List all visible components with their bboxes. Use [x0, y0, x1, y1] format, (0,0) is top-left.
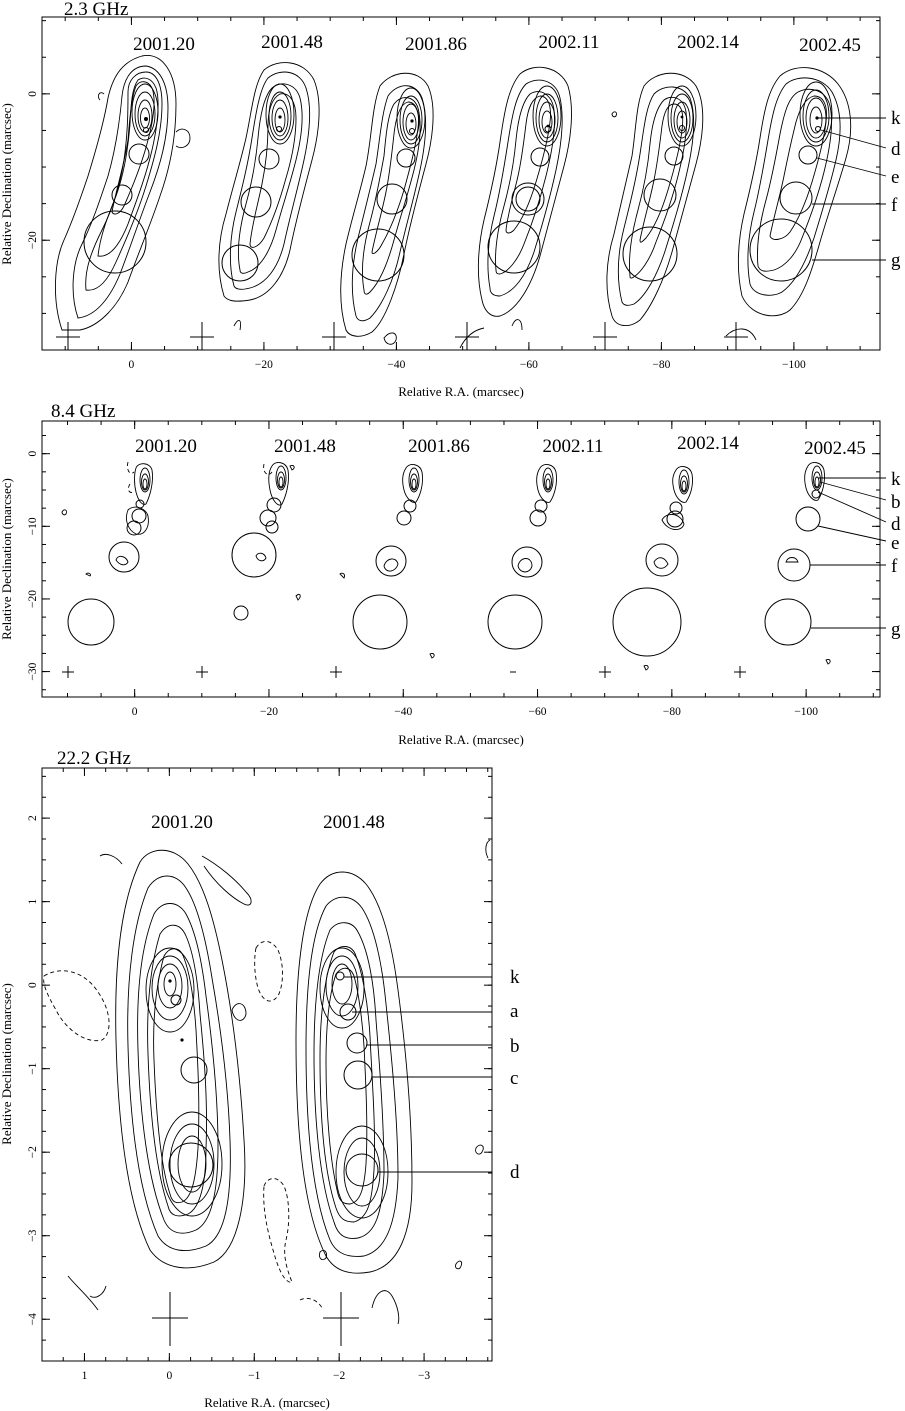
epoch-labels: 2001.20 2001.48 2001.86 2002.11 2002.14 …: [135, 433, 866, 459]
contour-map-epoch-2002-14: [593, 72, 704, 350]
contour-map-epoch-2002-45: [734, 462, 831, 678]
epoch-label: 2001.48: [323, 812, 385, 833]
contour-map-epoch-2002-11: [455, 66, 572, 350]
x-axis-label: Relative R.A. (marcsec): [398, 732, 524, 747]
x-tick-label: −20: [260, 706, 278, 718]
x-tick-label: −40: [387, 359, 405, 371]
y-tick-label: −3: [27, 1229, 39, 1241]
contour-map-epoch-2001-48: [254, 839, 491, 1346]
axis-ticks: 1 0 −1 −2 −3 2 1 0 −1 −2 −3 −4: [27, 768, 492, 1382]
x-tick-label: −1: [248, 1370, 260, 1382]
epoch-label: 2001.20: [135, 436, 197, 457]
y-tick-label: 2: [27, 815, 39, 821]
panel-frequency-label: 22.2 GHz: [57, 748, 131, 769]
epoch-label: 2002.11: [538, 32, 599, 53]
component-label-k: k: [891, 108, 901, 129]
epoch-label: 2001.86: [405, 34, 467, 55]
panel-22-2ghz: 22.2 GHz 1 0 −1 −2 −3 2 1 0 −1 −2 −3 −4 Relative R.…: [0, 748, 520, 1410]
contour-map-epoch-2001-48: [190, 62, 320, 350]
epoch-label: 2002.45: [799, 35, 861, 56]
x-tick-label: 0: [132, 706, 138, 718]
component-label-e: e: [891, 533, 899, 554]
x-tick-label: −3: [418, 1370, 430, 1382]
y-tick-label: −1: [27, 1062, 39, 1074]
y-tick-label: −2: [27, 1146, 39, 1158]
epoch-label: 2001.86: [408, 436, 470, 457]
x-tick-label: −60: [529, 706, 547, 718]
y-tick-label: −4: [27, 1313, 39, 1325]
contour-map-epoch-2001-86: [330, 464, 423, 678]
epoch-label: 2001.48: [261, 32, 323, 53]
x-tick-label: −40: [394, 706, 412, 718]
x-tick-label: 0: [166, 1370, 172, 1382]
contour-map-epoch-2001-20: [61, 461, 153, 678]
panel-frequency-label: 2.3 GHz: [64, 0, 128, 20]
x-tick-label: −60: [520, 359, 538, 371]
component-label-f: f: [891, 195, 898, 216]
epoch-labels: 2001.20 2001.48 2001.86 2002.11 2002.14 …: [133, 32, 861, 56]
component-label-c: c: [510, 1068, 518, 1089]
panel-frame: [41, 420, 881, 698]
y-tick-label: 0: [27, 91, 39, 97]
component-labels: k a b c d: [344, 967, 520, 1183]
x-axis-label: Relative R.A. (marcsec): [204, 1395, 330, 1410]
contour-map-epoch-2001-86: [322, 72, 434, 350]
y-tick-label: −20: [27, 231, 39, 249]
epoch-label: 2001.20: [133, 34, 195, 55]
component-label-g: g: [891, 619, 901, 640]
component-label-f: f: [891, 556, 898, 577]
epoch-label: 2001.20: [151, 812, 213, 833]
contour-map-epoch-2001-20: [43, 849, 252, 1346]
x-tick-label: −100: [794, 706, 818, 718]
component-label-g: g: [891, 250, 901, 271]
component-label-d: d: [510, 1162, 520, 1183]
component-label-k: k: [510, 967, 520, 988]
y-tick-label: −10: [27, 517, 39, 535]
contour-map-epoch-2001-20: [55, 55, 191, 350]
component-label-b: b: [510, 1036, 520, 1057]
y-tick-label: 1: [27, 899, 39, 905]
y-tick-label: 0: [27, 451, 39, 457]
component-label-b: b: [891, 492, 901, 513]
component-label-k: k: [891, 469, 901, 490]
y-tick-label: −30: [27, 662, 39, 680]
epoch-label: 2001.48: [274, 436, 336, 457]
component-label-a: a: [510, 1001, 519, 1022]
component-label-e: e: [891, 167, 899, 188]
component-label-d: d: [891, 514, 901, 535]
x-tick-label: −80: [663, 706, 681, 718]
component-labels: k b d e f g: [810, 469, 901, 640]
contour-map-epoch-2002-45: [724, 67, 852, 350]
panel-frame: [41, 16, 881, 351]
epoch-label: 2002.14: [677, 32, 739, 53]
x-axis-label: Relative R.A. (marcsec): [398, 384, 524, 399]
contour-map-epoch-2001-48: [196, 462, 301, 678]
panel-8-4ghz: 8.4 GHz 0 −20 −40 −60 −80 −100 0 −10 −20 −30 Rela…: [0, 401, 901, 747]
x-tick-label: −2: [333, 1370, 345, 1382]
component-label-d: d: [891, 139, 901, 160]
epoch-label: 2002.11: [542, 436, 603, 457]
epoch-label: 2002.14: [677, 433, 739, 454]
y-axis-label: Relative Declination (marcsec): [0, 983, 14, 1145]
x-tick-label: −80: [652, 359, 670, 371]
contour-map-epoch-2002-14: [599, 466, 693, 678]
x-tick-label: 0: [129, 359, 135, 371]
x-tick-label: −20: [255, 359, 273, 371]
x-tick-label: −100: [782, 359, 806, 371]
y-tick-label: −20: [27, 590, 39, 608]
panel-2-3ghz: 2.3 GHz 0 −20 −40 −60 −80 −100 0 −20 Relative R…: [0, 0, 901, 399]
x-tick-label: 1: [82, 1370, 88, 1382]
epoch-labels: 2001.20 2001.48: [151, 812, 385, 833]
contour-map-epoch-2002-11: [429, 464, 557, 673]
axis-ticks: 0 −20 −40 −60 −80 −100 0 −10 −20 −30: [27, 421, 880, 718]
y-axis-label: Relative Declination (marcsec): [0, 478, 14, 640]
panel-frame: [41, 767, 493, 1362]
component-labels: k d e f g: [812, 108, 901, 271]
axis-ticks: 0 −20 −40 −60 −80 −100 0 −20: [27, 17, 880, 371]
panel-frequency-label: 8.4 GHz: [51, 401, 115, 422]
epoch-label: 2002.45: [804, 438, 866, 459]
y-tick-label: 0: [27, 982, 39, 988]
y-axis-label: Relative Declination (marcsec): [0, 103, 14, 265]
